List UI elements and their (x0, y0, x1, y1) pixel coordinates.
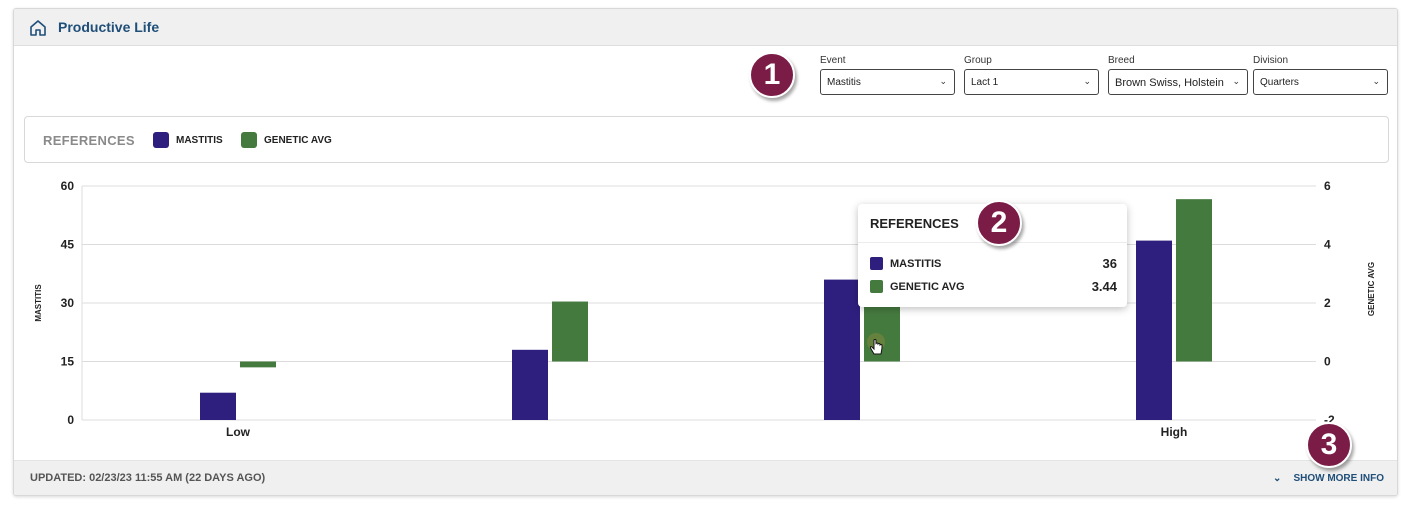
chevron-down-icon: ⌄ (939, 76, 947, 86)
event-select[interactable]: Mastitis ⌄ (820, 69, 955, 95)
legend-item-mastitis[interactable]: MASTITIS (153, 132, 223, 148)
breed-filter: Breed Brown Swiss, Holstein ⌄ (1108, 55, 1248, 95)
division-filter: Division Quarters ⌄ (1253, 55, 1388, 95)
group-select[interactable]: Lact 1 ⌄ (964, 69, 1099, 95)
chevron-down-icon: ⌄ (1273, 473, 1282, 484)
division-select[interactable]: Quarters ⌄ (1253, 69, 1388, 95)
y-tick-label: 60 (61, 179, 75, 193)
card-title: Productive Life (58, 19, 160, 35)
y-axis-label: MASTITIS (34, 284, 43, 322)
callout-marker-3: 3 (1306, 422, 1352, 468)
bar-mastitis (512, 349, 548, 420)
chevron-down-icon: ⌄ (1232, 76, 1240, 86)
tooltip-swatch (870, 280, 883, 293)
bar-genetic-avg (240, 361, 276, 368)
y-tick-label: 30 (61, 296, 75, 310)
show-more-info-button[interactable]: ⌄ SHOW MORE INFO (1273, 473, 1384, 484)
bar-genetic-avg (552, 301, 588, 362)
bar-genetic-avg (1176, 199, 1212, 362)
group-filter-label: Group (964, 55, 992, 66)
group-filter: Group Lact 1 ⌄ (964, 55, 1099, 95)
y2-tick-label: 6 (1324, 179, 1331, 193)
x-tick-label: Low (226, 425, 251, 439)
legend-swatch (153, 132, 169, 148)
event-filter-label: Event (820, 55, 846, 66)
legend-swatch (241, 132, 257, 148)
y2-axis-label: GENETIC AVG (1367, 262, 1376, 316)
y-tick-label: 45 (61, 238, 75, 252)
event-filter: Event Mastitis ⌄ (820, 55, 955, 95)
tooltip-row-genetic-avg: GENETIC AVG 3.44 (870, 279, 1117, 294)
bar-mastitis (200, 392, 236, 420)
breed-filter-label: Breed (1108, 55, 1135, 66)
callout-marker-2: 2 (976, 200, 1022, 246)
tooltip-swatch (870, 257, 883, 270)
bar-mastitis (1136, 240, 1172, 420)
updated-timestamp: UPDATED: 02/23/23 11:55 AM (22 DAYS AGO) (30, 472, 266, 484)
bar-mastitis (824, 279, 860, 420)
y2-tick-label: 2 (1324, 296, 1331, 310)
y-tick-label: 15 (61, 355, 75, 369)
card-footer: UPDATED: 02/23/23 11:55 AM (22 DAYS AGO)… (14, 460, 1397, 495)
y2-tick-label: -2 (1324, 413, 1335, 427)
division-filter-label: Division (1253, 55, 1289, 66)
productive-life-card: Productive Life Event Mastitis ⌄ Group L… (13, 8, 1398, 496)
y2-tick-label: 4 (1324, 238, 1331, 252)
legend-item-genetic-avg[interactable]: GENETIC AVG (241, 132, 332, 148)
y-tick-label: 0 (67, 413, 74, 427)
tooltip-title: REFERENCES (870, 216, 959, 231)
hand-pointer-icon (867, 333, 885, 355)
card-header: Productive Life (14, 9, 1397, 46)
y2-tick-label: 0 (1324, 355, 1331, 369)
callout-marker-1: 1 (749, 52, 795, 98)
chevron-down-icon: ⌄ (1083, 76, 1091, 86)
references-title: REFERENCES (43, 133, 135, 148)
x-tick-label: High (1161, 425, 1188, 439)
chevron-down-icon: ⌄ (1372, 76, 1380, 86)
home-icon[interactable] (28, 18, 48, 38)
breed-select[interactable]: Brown Swiss, Holstein ⌄ (1108, 69, 1248, 95)
tooltip-row-mastitis: MASTITIS 36 (870, 256, 1117, 271)
productive-life-chart: 0 15 30 45 60 -2 0 2 4 6 MASTITIS GENETIC AVG Low Hig… (34, 179, 1376, 439)
references-legend: REFERENCES MASTITIS GENETIC AVG (24, 116, 1389, 163)
